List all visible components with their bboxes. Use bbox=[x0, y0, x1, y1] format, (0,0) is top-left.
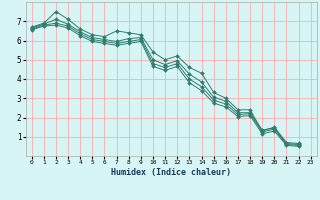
X-axis label: Humidex (Indice chaleur): Humidex (Indice chaleur) bbox=[111, 168, 231, 177]
